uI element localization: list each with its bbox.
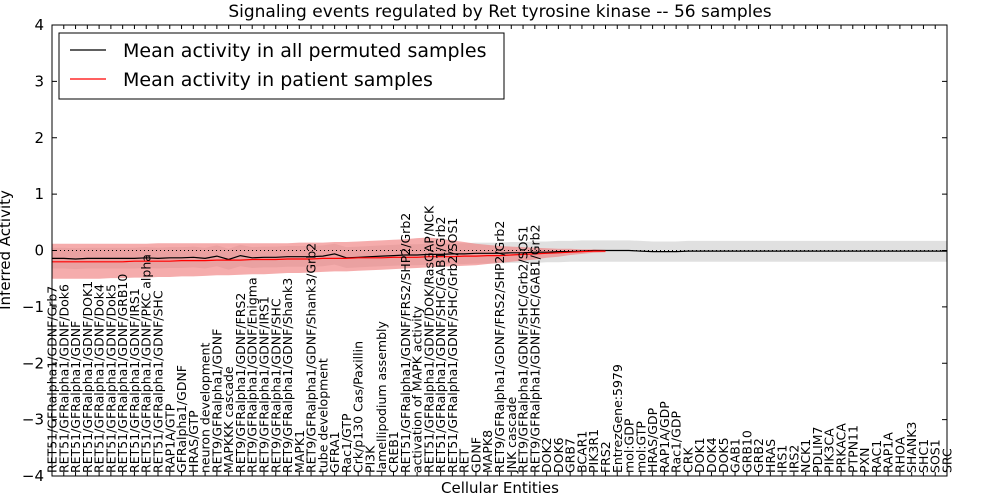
x-tick-label: RET9/GFRalpha1/GDNF/Shank3	[280, 278, 295, 473]
x-tick-label: RET9/GFRalpha1/GDNF/SHC	[268, 298, 283, 473]
x-tick-label: GDNF	[468, 437, 483, 473]
x-tick-label: SRC	[940, 448, 955, 473]
y-tick-label: −1	[22, 298, 44, 316]
x-tick-label: mol:GTP	[633, 421, 648, 473]
x-tick-label: RAP1A	[881, 432, 896, 473]
x-tick-label: RHOA	[892, 436, 907, 473]
x-tick-label: lamellipodium assembly	[374, 321, 389, 473]
x-tick-label: PDLIM7	[810, 426, 825, 473]
chart-title: Signaling events regulated by Ret tyrosi…	[228, 2, 771, 22]
y-tick-label: −2	[22, 354, 44, 372]
legend-box	[58, 32, 505, 100]
x-tick-label: HRAS/GTP	[186, 410, 201, 473]
x-tick-label: RET9/GFRalpha1/GDNF/IRS1	[257, 296, 272, 473]
x-tick-label: CRK	[680, 447, 695, 473]
x-tick-label: RET51/GFRalpha1/GDNF/SHC	[151, 290, 166, 473]
x-tick-label: RET9/GFRalpha1/GDNF/SHC/GAB1/Grb2	[527, 224, 542, 473]
x-tick-label: PI3K	[363, 445, 378, 473]
x-tick-label: DOK1	[692, 437, 707, 473]
x-tick-label: RET51/GFRalpha1/GDNF/Dok6	[56, 284, 71, 473]
x-tick-label: Rac1/GTP	[339, 413, 354, 473]
x-tick-label: EntrezGene:5979	[610, 364, 625, 473]
x-tick-label: RET51/GFRalpha1/GDNF	[68, 321, 83, 473]
x-tick-label: RET51/GFRalpha1/GDNF/DOK/RasGAP/NCK	[421, 205, 436, 473]
x-tick-label: Rac1/GDP	[669, 411, 684, 473]
x-tick-label: DOK4	[704, 437, 719, 473]
line-patient-mean	[52, 250, 606, 263]
x-tick-label: BCAR1	[574, 431, 589, 473]
x-tick-label: RET51/GFRalpha1/GDNF/Dok5	[103, 284, 118, 473]
x-tick-label: DOK6	[551, 437, 566, 473]
x-tick-label: HRAS	[763, 439, 778, 473]
line-permuted-mean	[52, 249, 947, 261]
x-tick-label: RET9/GFRalpha1/GDNF/Enigma	[245, 277, 260, 473]
x-tick-label: RET9/GFRalpha1/GDNF	[209, 329, 224, 473]
x-tick-label: RET51/GFRalpha1/GDNF/DOK1	[80, 281, 95, 473]
x-tick-label: GRB2	[751, 438, 766, 473]
x-tick-label: RET51/GFRalpha1/GDNF/SHC/GAB1/Grb2	[433, 217, 448, 473]
x-tick-label: DOK2	[539, 437, 554, 473]
x-tick-label: NCK1	[798, 439, 813, 473]
legend: Mean activity in all permuted samples Me…	[58, 32, 505, 100]
x-tick-label: GFRA1	[327, 431, 342, 473]
x-tick-label: tube development	[315, 358, 330, 473]
y-tick-label: −3	[22, 411, 44, 429]
x-tick-label: GFRalpha1/GDNF	[174, 365, 189, 473]
y-tick-label: 0	[34, 242, 44, 260]
x-tick-label: RAP1A/GTP	[162, 403, 177, 473]
x-tick-label: RET	[457, 448, 472, 473]
x-tick-label: MAPKKK cascade	[221, 366, 236, 473]
x-tick-label: RAC1	[869, 440, 884, 473]
x-tick-label: GAB1	[728, 438, 743, 473]
x-axis-label: Cellular Entities	[441, 479, 559, 497]
x-tick-label: neuron development	[198, 343, 213, 474]
y-axis-ticks: −4 −3 −2 −1 0 1 2 3 4	[22, 16, 947, 485]
x-tick-label: RET9/GFRalpha1/GDNF/Shank3/Grb2	[304, 243, 319, 473]
x-tick-label: RET51/GFRalpha1/GDNF/Dok4	[92, 284, 107, 473]
x-tick-label: RET51/GFRalpha1/GDNF/Grb7	[45, 286, 60, 473]
x-tick-label: RET51/GFRalpha1/GDNF/PKC alpha	[139, 254, 154, 473]
x-tick-label: GRB10	[739, 430, 754, 473]
y-tick-label: −4	[22, 467, 44, 485]
series-lines	[52, 249, 947, 263]
legend-label-patient: Mean activity in patient samples	[123, 69, 433, 91]
x-tick-label: CREB1	[386, 431, 401, 473]
y-tick-label: 2	[34, 129, 44, 147]
x-tick-label: DOK5	[716, 437, 731, 473]
y-tick-label: 1	[34, 185, 44, 203]
x-tick-label: HRAS/GDP	[645, 407, 660, 473]
x-tick-label: mol:GDP	[622, 418, 637, 473]
x-tick-label: Crk/p130 Cas/Paxillin	[351, 341, 366, 473]
y-axis-label: Inferred Activity	[0, 190, 14, 310]
x-tick-label: RET9/GFRalpha1/GDNF/SHC/Grb2/SOS1	[516, 226, 531, 473]
y-tick-label: 3	[34, 72, 44, 90]
x-axis-ticks: RET51/GFRalpha1/GDNF/Grb7RET51/GFRalpha1…	[45, 25, 955, 476]
x-tick-label: PIK3CA	[822, 428, 837, 473]
x-tick-label: RET9/GFRalpha1/GDNF/FRS2/SHP2/Grb2	[492, 221, 507, 473]
legend-label-permuted: Mean activity in all permuted samples	[123, 40, 486, 62]
x-tick-label: GRB7	[563, 438, 578, 473]
x-tick-label: MAPK8	[480, 430, 495, 473]
x-tick-label: RET51/GFRalpha1/GDNF/GRB10	[115, 274, 130, 473]
x-tick-label: RET51/GFRalpha1/GDNF/FRS2/SHP2/Grb2	[398, 213, 413, 473]
x-tick-label: PXN	[857, 448, 872, 473]
x-tick-label: IRS1	[775, 445, 790, 473]
x-tick-label: RET51/GFRalpha1/GDNF/IRS1	[127, 288, 142, 473]
y-tick-label: 4	[34, 16, 44, 34]
x-tick-label: SOS1	[928, 439, 943, 473]
x-tick-label: SHC1	[916, 439, 931, 473]
x-tick-label: PRKACA	[834, 423, 849, 473]
x-tick-label: MAPK1	[292, 430, 307, 473]
x-tick-label: SHANK3	[904, 422, 919, 473]
x-tick-label: RET9/GFRalpha1/GDNF/FRS2	[233, 293, 248, 473]
x-tick-label: IRS2	[786, 445, 801, 473]
x-tick-label: JNK cascade	[504, 396, 519, 474]
x-tick-label: PIK3R1	[586, 429, 601, 473]
x-tick-label: PTPN11	[845, 425, 860, 473]
x-tick-label: activation of MAPK activity	[410, 305, 425, 473]
x-tick-label: RET51/GFRalpha1/GDNF/SHC/Grb2/SOS1	[445, 218, 460, 473]
x-tick-label: RAP1A/GDP	[657, 401, 672, 473]
x-tick-label: FRS2	[598, 441, 613, 473]
